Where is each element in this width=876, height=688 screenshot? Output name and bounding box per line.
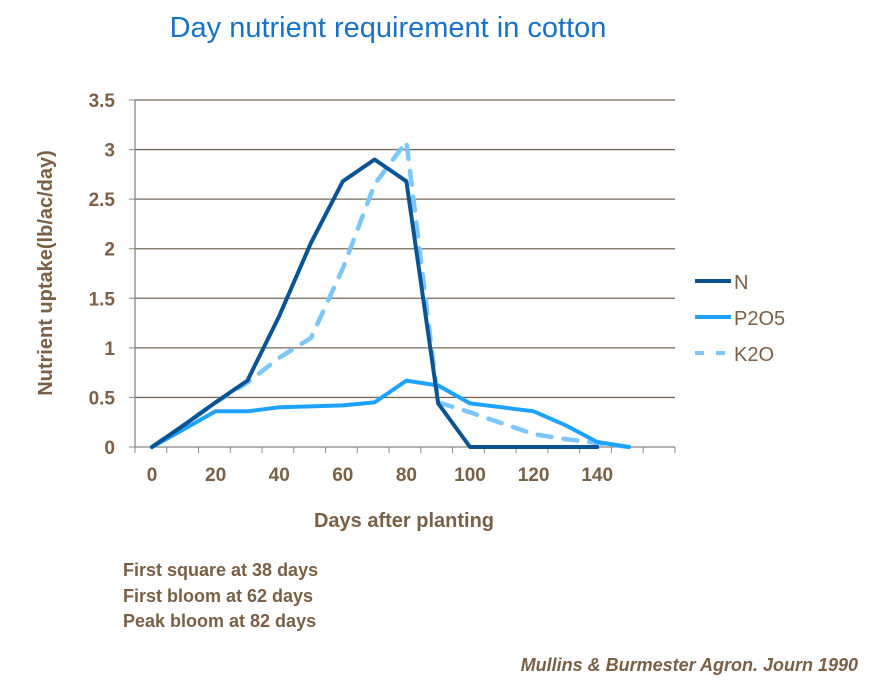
y-tick-label: 3.5: [89, 91, 116, 112]
x-tick-label: 120: [518, 465, 550, 486]
legend-label-k2o: K2O: [734, 344, 774, 366]
legend-label-p2o5: P2O5: [734, 308, 785, 330]
chart-title: Day nutrient requirement in cotton: [169, 12, 607, 44]
x-tick-label: 100: [454, 465, 486, 486]
note-first-bloom: First bloom at 62 days: [123, 585, 314, 606]
y-tick-label: 2: [104, 240, 115, 261]
legend-label-n: N: [734, 272, 748, 294]
x-tick-label: 60: [332, 465, 353, 486]
y-tick-label: 1: [104, 339, 115, 360]
y-tick-label: 2.5: [89, 190, 116, 211]
note-peak-bloom: Peak bloom at 82 days: [123, 611, 317, 631]
series-line-n: [150, 157, 600, 449]
milestone-notes: First square at 38 days First bloom at 6…: [123, 558, 318, 635]
series-line-p2o5: [150, 378, 631, 449]
x-tick-label: 140: [581, 465, 613, 486]
y-tick-label: 1.5: [89, 289, 116, 310]
x-tick-label: 0: [147, 465, 158, 486]
x-tick-label: 40: [269, 465, 290, 486]
note-first-square: First square at 38 days: [123, 560, 319, 580]
series-line-k2o: [149, 139, 632, 450]
x-tick-label: 20: [205, 465, 226, 486]
y-tick-label: 0: [104, 438, 115, 459]
x-axis-label: Days after planting: [314, 510, 494, 532]
source-citation: Mullins & Burmester Agron. Journ 1990: [520, 655, 858, 675]
y-tick-label: 3: [104, 141, 115, 162]
y-tick-label: 0.5: [89, 388, 116, 409]
y-axis-label: Nutrient uptake(lb/ac/day): [35, 150, 57, 396]
x-tick-label: 80: [396, 465, 417, 486]
